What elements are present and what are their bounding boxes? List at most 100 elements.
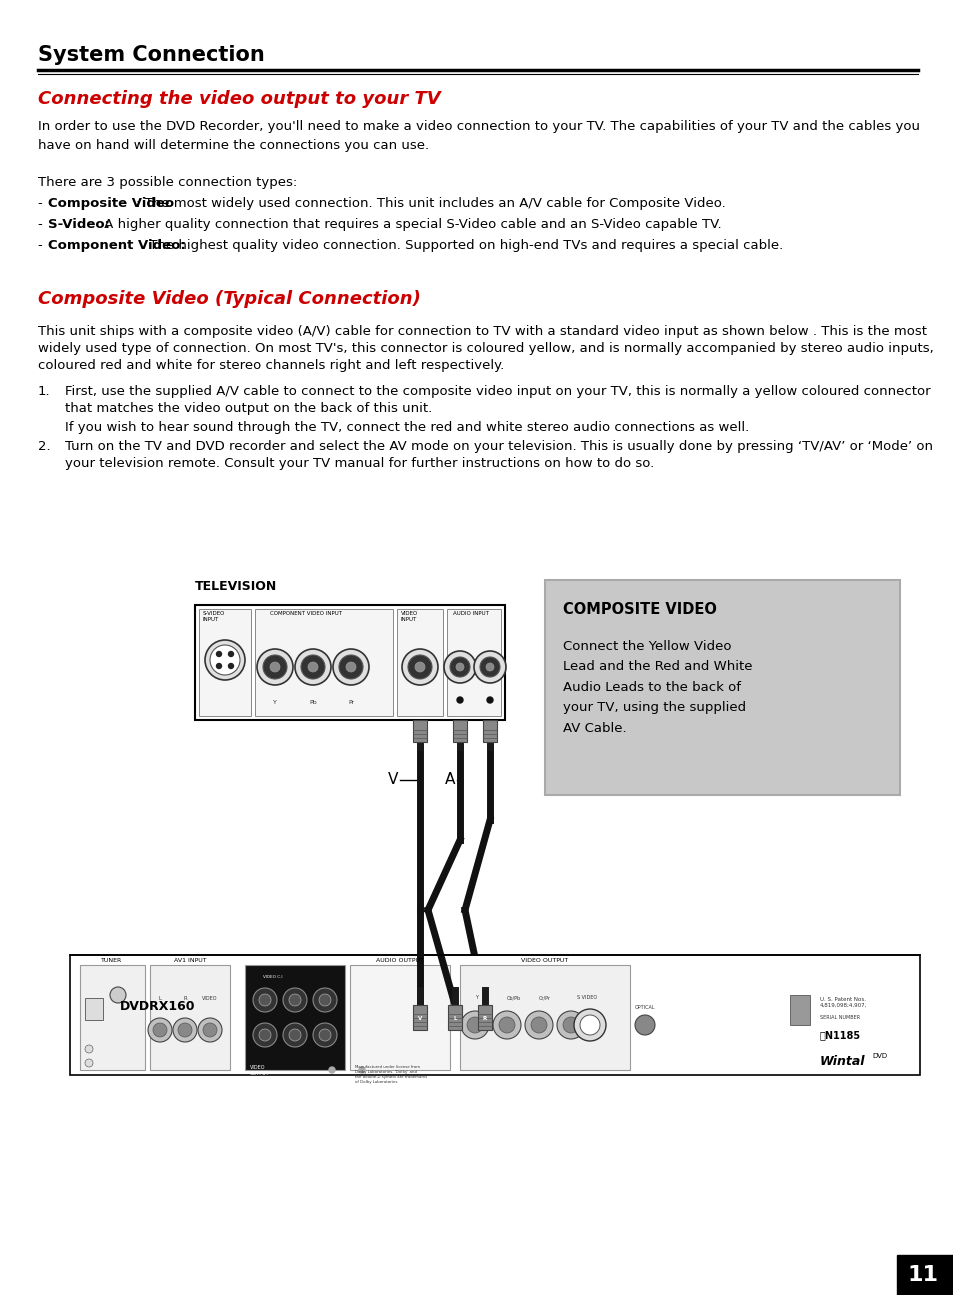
Circle shape [474,651,505,682]
Text: There are 3 possible connection types:: There are 3 possible connection types: [38,176,297,189]
Circle shape [460,1011,489,1039]
Text: VIDEO: VIDEO [202,996,217,1001]
Circle shape [346,662,355,672]
Text: The highest quality video connection. Supported on high-end TVs and requires a s: The highest quality video connection. Su… [145,240,782,253]
Text: R: R [183,996,187,1001]
Circle shape [301,655,325,679]
Bar [413,1005,427,1030]
Circle shape [270,662,280,672]
Text: DVD: DVD [871,1053,886,1059]
Text: In order to use the DVD Recorder, you'll need to make a video connection to your: In order to use the DVD Recorder, you'll… [38,120,919,152]
Text: If you wish to hear sound through the TV, connect the red and white stereo audio: If you wish to hear sound through the TV… [65,421,748,434]
Circle shape [579,1015,599,1035]
Bar [459,965,629,1070]
Text: U. S. Patent Nos.
4,819,098;4,907,: U. S. Patent Nos. 4,819,098;4,907, [820,997,866,1009]
Bar [477,1005,492,1030]
Text: Connecting the video output to your TV: Connecting the video output to your TV [38,89,440,107]
Text: Turn on the TV and DVD recorder and select the AV mode on your television. This : Turn on the TV and DVD recorder and sele… [65,440,932,453]
Text: Cr/Pr: Cr/Pr [538,995,551,1000]
Text: Composite Video (Typical Connection): Composite Video (Typical Connection) [38,290,420,308]
Circle shape [415,662,424,672]
Text: VIDEO
OUTPUT: VIDEO OUTPUT [250,1064,270,1076]
Circle shape [85,1059,92,1067]
Circle shape [524,1011,553,1039]
Bar [447,609,500,716]
Bar [544,580,899,795]
Circle shape [289,1030,301,1041]
Circle shape [329,1067,335,1074]
Text: VIDEO C.I: VIDEO C.I [263,975,282,979]
Circle shape [557,1011,584,1039]
Text: COMPONENT VIDEO INPUT: COMPONENT VIDEO INPUT [270,611,341,616]
Circle shape [229,651,233,657]
Text: V: V [387,773,397,787]
Bar [789,995,809,1026]
Circle shape [229,663,233,668]
Circle shape [283,1023,307,1046]
Circle shape [467,1017,482,1033]
Circle shape [456,663,463,671]
Circle shape [401,649,437,685]
Circle shape [110,987,126,1004]
Circle shape [562,1017,578,1033]
Circle shape [635,1015,655,1035]
Text: 2.: 2. [38,440,51,453]
Text: Connect the Yellow Video
Lead and the Red and White
Audio Leads to the back of
y: Connect the Yellow Video Lead and the Re… [562,640,752,736]
Text: your television remote. Consult your TV manual for further instructions on how t: your television remote. Consult your TV … [65,457,654,470]
Circle shape [178,1023,192,1037]
Circle shape [289,995,301,1006]
Bar [199,609,251,716]
Bar [453,720,467,742]
Text: coloured red and white for stereo channels right and left respectively.: coloured red and white for stereo channe… [38,359,504,372]
Text: S-Video:: S-Video: [48,218,110,231]
Circle shape [456,697,462,703]
Text: L: L [158,996,161,1001]
Circle shape [450,657,470,677]
Circle shape [258,1030,271,1041]
Text: AV1 INPUT: AV1 INPUT [173,958,206,963]
Text: This unit ships with a composite video (A/V) cable for connection to TV with a s: This unit ships with a composite video (… [38,325,926,338]
Text: A higher quality connection that requires a special S-Video cable and an S-Video: A higher quality connection that require… [100,218,720,231]
Text: A: A [444,773,455,787]
Text: Pb: Pb [309,701,316,704]
Circle shape [486,697,493,703]
Circle shape [574,1009,605,1041]
Circle shape [338,655,363,679]
Text: TELEVISION: TELEVISION [194,580,277,593]
Text: -: - [38,197,47,210]
Text: COMPOSITE VIDEO: COMPOSITE VIDEO [562,602,716,616]
Circle shape [485,663,494,671]
Circle shape [313,988,336,1011]
Circle shape [318,995,331,1006]
Circle shape [198,1018,222,1042]
Text: widely used type of connection. On most TV's, this connector is coloured yellow,: widely used type of connection. On most … [38,342,933,355]
Text: System Connection: System Connection [38,45,265,65]
Circle shape [258,995,271,1006]
Bar [245,965,345,1070]
Text: OPTICAL: OPTICAL [634,1005,655,1010]
Circle shape [443,651,476,682]
Circle shape [263,655,287,679]
Text: Pr: Pr [348,701,354,704]
Text: SERIAL NUMBER: SERIAL NUMBER [820,1015,860,1020]
Text: -: - [38,218,47,231]
Circle shape [253,988,276,1011]
Circle shape [408,655,432,679]
Text: -: - [38,240,47,253]
Bar [482,720,497,742]
Circle shape [85,1045,92,1053]
Text: V: V [417,1015,421,1020]
Circle shape [172,1018,196,1042]
Text: VIDEO
INPUT: VIDEO INPUT [400,611,417,622]
Text: Composite Video: Composite Video [48,197,174,210]
Text: Y: Y [273,701,276,704]
Circle shape [205,640,245,680]
Circle shape [152,1023,167,1037]
Circle shape [210,645,240,675]
Text: DVDRX160: DVDRX160 [120,1000,195,1013]
Circle shape [216,663,221,668]
Text: AUDIO OUTPUT: AUDIO OUTPUT [375,958,423,963]
Circle shape [498,1017,515,1033]
Circle shape [294,649,331,685]
Text: Component Video:: Component Video: [48,240,186,253]
